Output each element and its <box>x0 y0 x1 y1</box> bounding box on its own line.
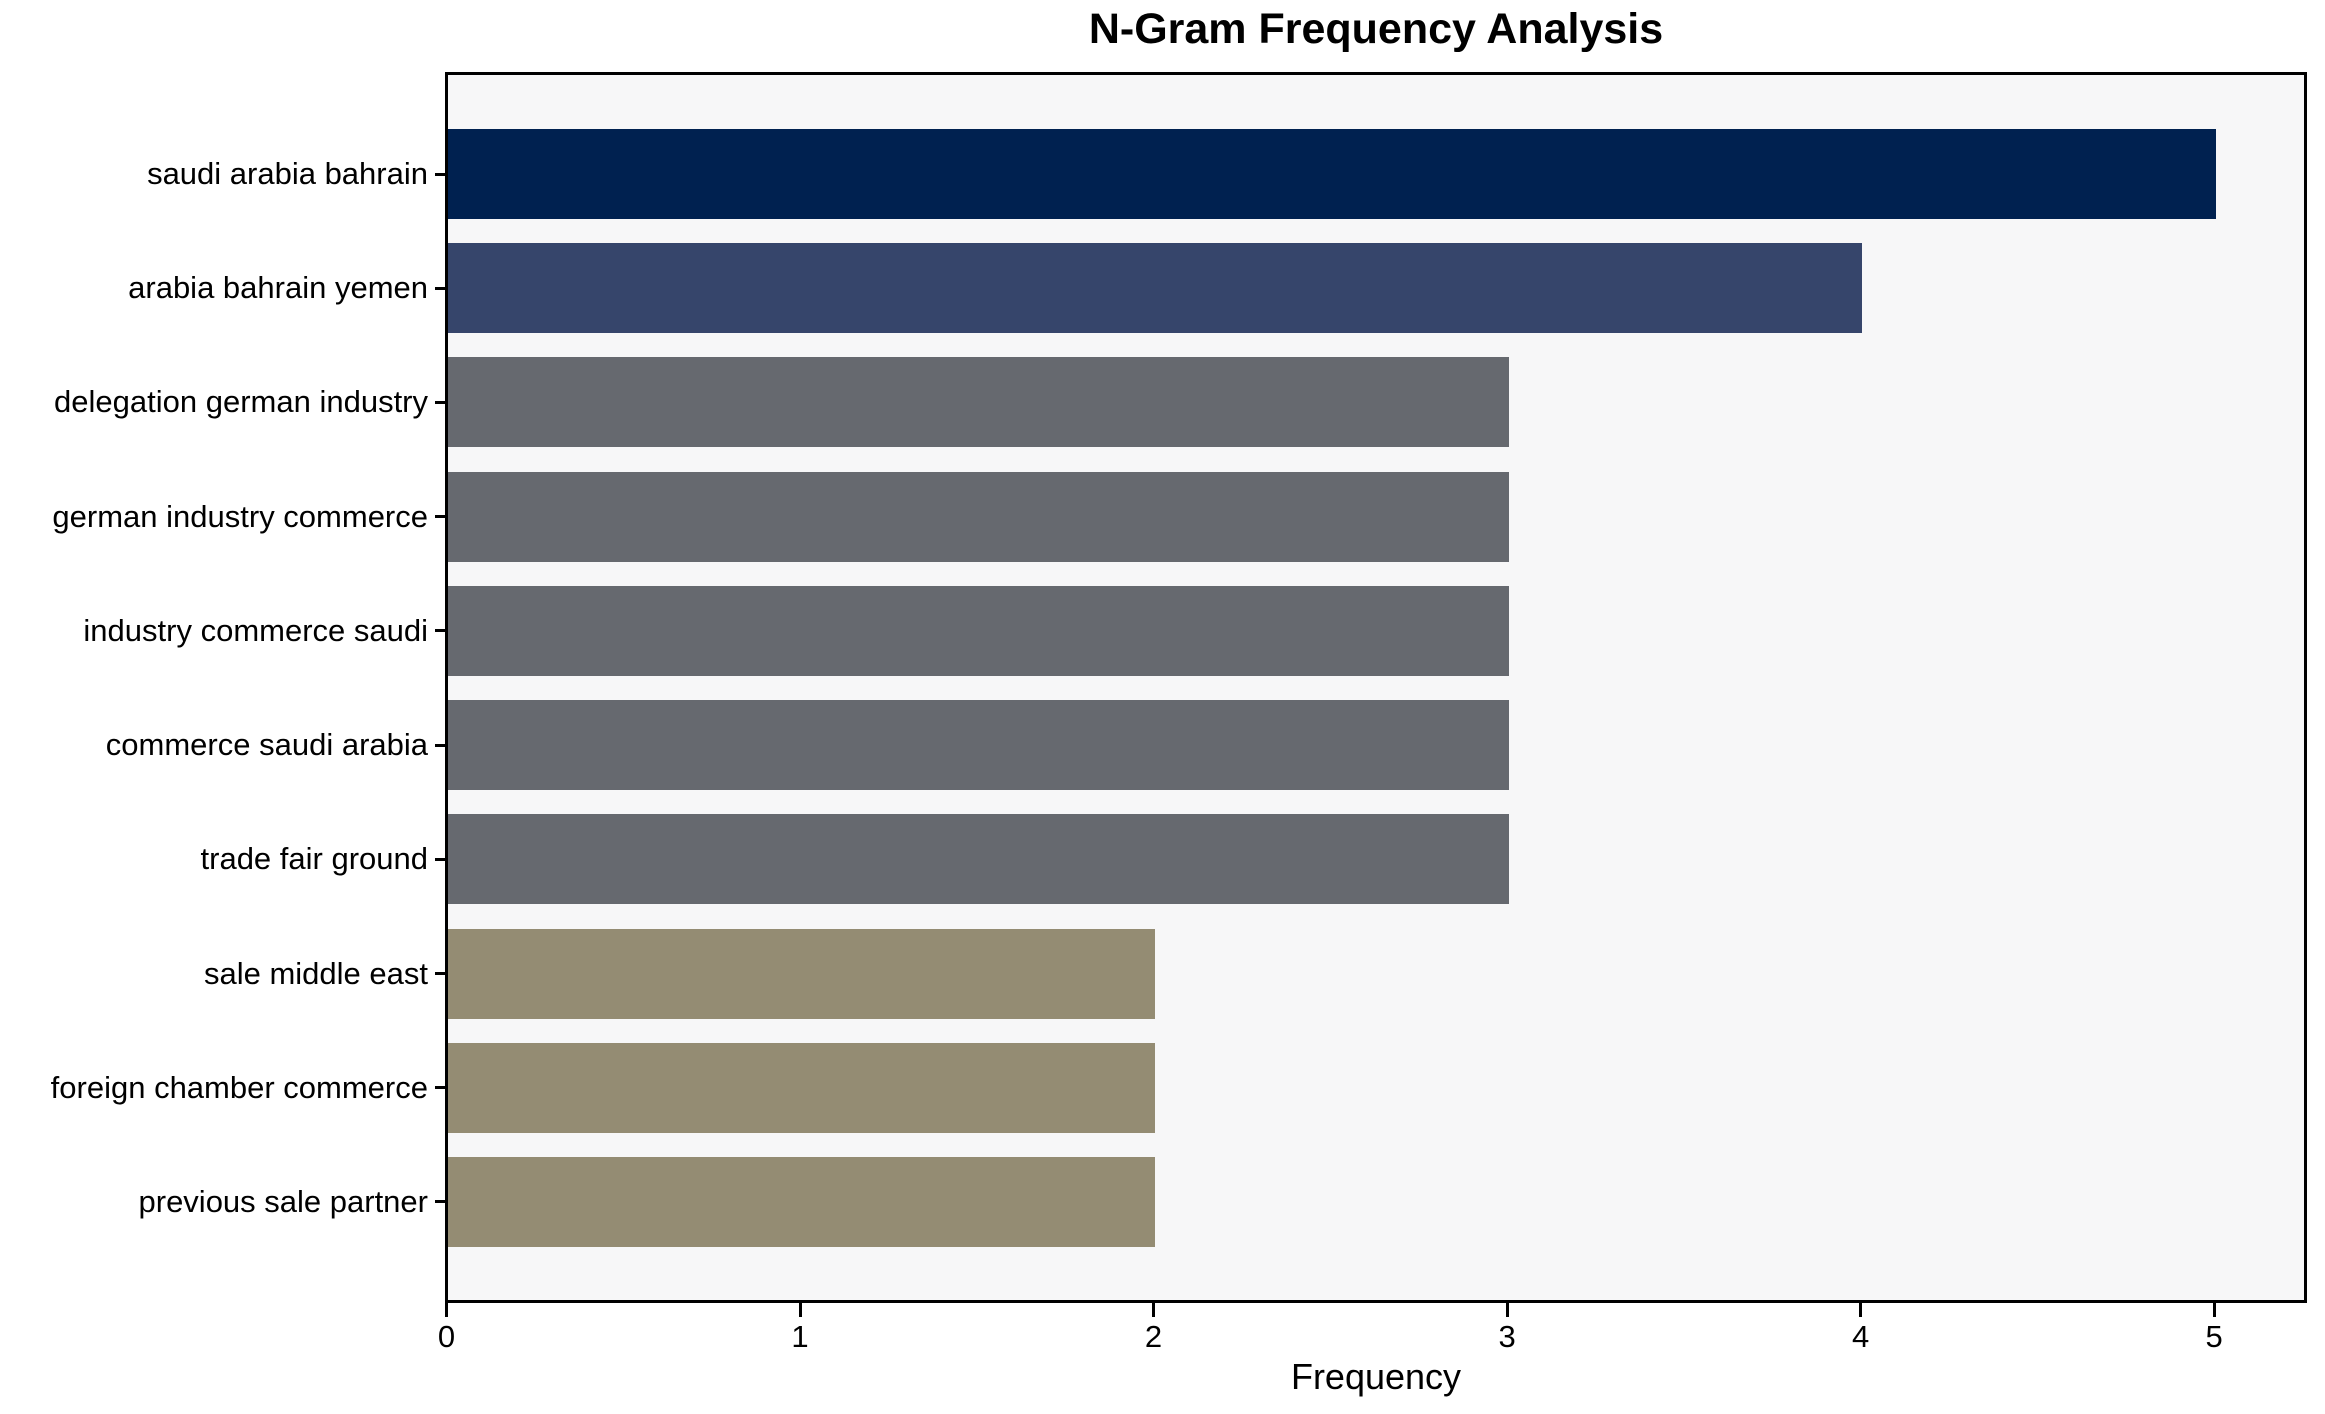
x-tick-label: 5 <box>2205 1319 2223 1354</box>
y-tick-mark <box>435 743 445 747</box>
bar <box>448 1042 1156 1133</box>
x-tick-label: 4 <box>1851 1319 1870 1354</box>
bar <box>448 243 1863 334</box>
x-tick-mark <box>445 1303 448 1317</box>
y-tick-label: arabia bahrain yemen <box>128 270 428 306</box>
x-tick-mark <box>1505 1303 1509 1317</box>
x-tick-label: 2 <box>1144 1319 1163 1354</box>
x-tick-label: 0 <box>437 1319 456 1354</box>
bar <box>448 1156 1156 1247</box>
y-tick-label: foreign chamber commerce <box>50 1069 428 1105</box>
bar <box>448 357 1509 448</box>
x-tick-mark <box>2212 1303 2216 1317</box>
y-tick-label: industry commerce saudi <box>83 612 428 648</box>
y-tick-mark <box>435 172 445 176</box>
y-tick-mark <box>435 1086 445 1090</box>
bar <box>448 129 2216 219</box>
x-tick-mark <box>798 1303 802 1317</box>
y-tick-label: trade fair ground <box>200 841 428 877</box>
x-tick-label: 3 <box>1498 1319 1516 1354</box>
y-tick-mark <box>435 857 445 861</box>
bar <box>448 814 1509 905</box>
y-tick-mark <box>435 629 445 633</box>
y-tick-label: german industry commerce <box>52 498 428 534</box>
bar <box>448 585 1509 676</box>
x-axis-label: Frequency <box>1290 1356 1462 1397</box>
chart-title: N-Gram Frequency Analysis <box>1088 5 1664 53</box>
y-tick-label: saudi arabia bahrain <box>147 156 428 191</box>
bar <box>448 471 1509 562</box>
y-tick-label: previous sale partner <box>138 1183 429 1219</box>
y-tick-label: sale middle east <box>203 955 428 991</box>
y-tick-label: commerce saudi arabia <box>105 727 428 763</box>
y-tick-mark <box>435 1200 445 1204</box>
bar <box>448 700 1509 791</box>
y-tick-mark <box>435 972 445 976</box>
bar <box>448 928 1156 1019</box>
y-tick-mark <box>435 286 445 290</box>
plot-area <box>445 72 2307 1303</box>
y-tick-mark <box>435 515 445 519</box>
y-tick-mark <box>435 400 445 404</box>
x-tick-mark <box>1859 1303 1863 1317</box>
y-tick-label: delegation german industry <box>54 384 428 420</box>
x-tick-label: 1 <box>791 1319 809 1354</box>
x-tick-mark <box>1152 1303 1156 1317</box>
